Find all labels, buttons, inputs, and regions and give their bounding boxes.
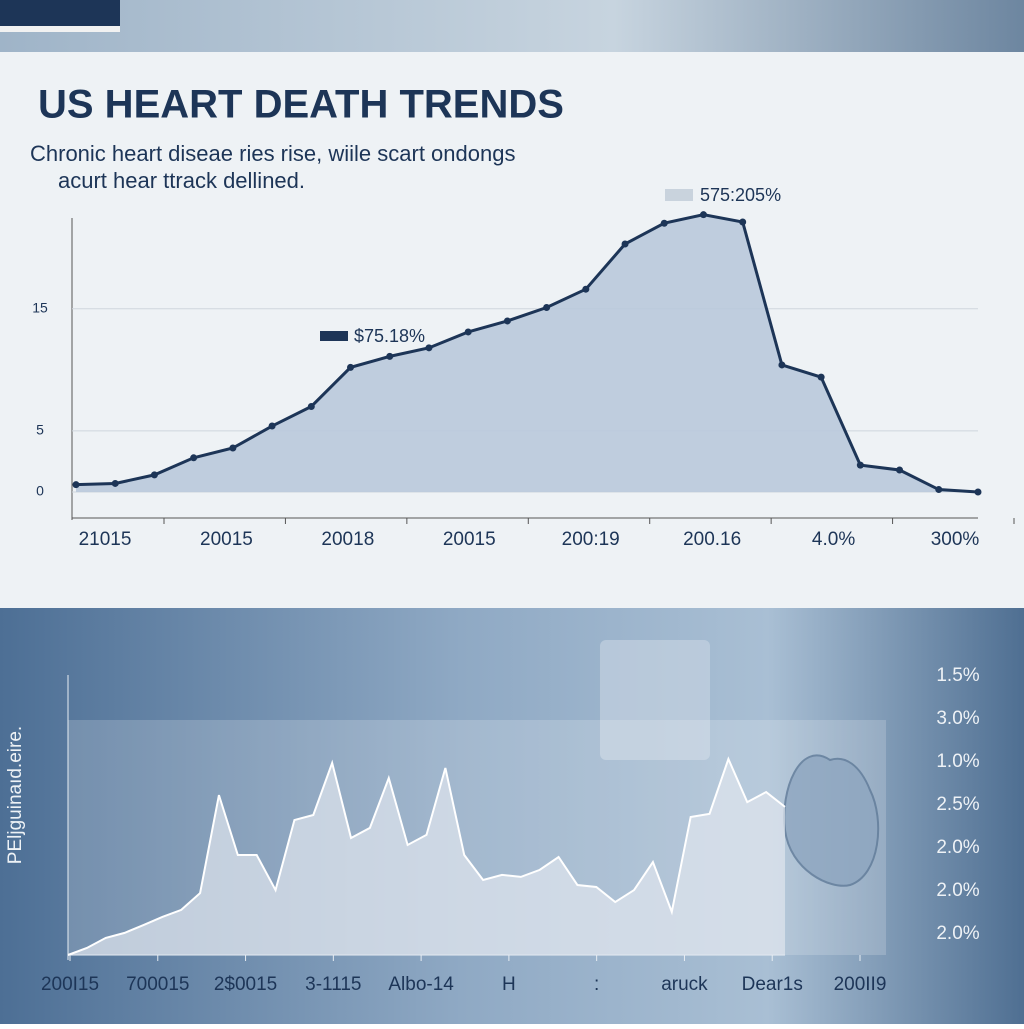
badge: [600, 640, 710, 760]
area: [76, 214, 978, 492]
x-tick-label: 200:19: [562, 529, 620, 550]
x-tick-label: 200I15: [41, 974, 99, 995]
right-label: 1.5%: [936, 665, 979, 686]
x-tick-label: Dear1s: [742, 974, 803, 995]
line: [67, 756, 786, 956]
point: [660, 219, 668, 227]
x-tick-label: Albo-14: [388, 974, 454, 995]
subtitle: acurt hear ttrack dellined.: [58, 168, 305, 193]
flag-stripe: [0, 26, 120, 32]
x-tick-label: 700015: [126, 974, 189, 995]
annotation: $75.18%: [354, 326, 425, 346]
point: [974, 488, 982, 496]
x-tick-label: 21015: [79, 529, 132, 550]
x-tick-label: 4.0%: [812, 529, 855, 550]
annotation: 575:205%: [700, 185, 781, 205]
point: [739, 218, 747, 226]
title: US HEART DEATH TRENDS: [38, 83, 564, 127]
heart-icon: [783, 754, 880, 887]
point: [543, 304, 551, 312]
point: [190, 454, 198, 462]
x-tick-label: 300%: [931, 529, 980, 550]
point: [386, 352, 394, 360]
x-tick-label: 200.16: [683, 529, 741, 550]
x-tick-label: aruck: [661, 974, 708, 995]
y-axis-label: PEljguinaıd.eire.: [5, 726, 26, 864]
point: [229, 444, 237, 452]
area: [68, 759, 785, 955]
x-tick-label: 3-1115: [305, 974, 361, 995]
right-label: 1.0%: [936, 751, 979, 772]
right-label: 2.0%: [936, 880, 979, 901]
point: [72, 481, 80, 489]
point: [582, 285, 590, 293]
y-tick-label: 5: [36, 422, 44, 438]
line: [75, 213, 979, 494]
x-tick-label: 200II9: [834, 974, 887, 995]
point: [464, 328, 472, 336]
right-label: 2.0%: [936, 923, 979, 944]
annotation-marker: [665, 189, 693, 201]
point: [935, 486, 943, 494]
point: [268, 422, 276, 430]
point: [111, 479, 119, 487]
header-background: [0, 0, 1024, 52]
right-label: 2.0%: [936, 837, 979, 858]
subtitle: Chronic heart diseae ries rise, wiile sc…: [30, 141, 515, 166]
point: [778, 361, 786, 369]
x-tick-label: :: [594, 974, 599, 995]
point: [817, 373, 825, 381]
chart-bottom: 200I15 700015 2$0015 3-1115 Albo-14 H: aruck De…: [5, 665, 980, 995]
point: [896, 466, 904, 474]
point: [503, 317, 511, 325]
point: [856, 461, 864, 469]
point: [425, 344, 433, 352]
x-tick-label: 20018: [321, 529, 374, 550]
x-tick-label: 20015: [443, 529, 496, 550]
point: [347, 363, 355, 371]
point: [699, 211, 707, 219]
point: [621, 240, 629, 248]
point: [307, 402, 315, 410]
chart-top: 0 5 15 21015 20015 20018 20015 200:19 200.16 4.0%…: [32, 185, 1015, 550]
y-tick-label: 15: [32, 299, 48, 315]
x-tick-label: 20015: [200, 529, 253, 550]
right-label: 3.0%: [936, 708, 979, 729]
y-tick-label: 0: [36, 483, 44, 499]
annotation-marker: [320, 331, 348, 341]
point: [150, 471, 158, 479]
x-tick-label: H: [502, 974, 516, 995]
x-tick-label: 2$0015: [214, 974, 277, 995]
right-label: 2.5%: [936, 794, 979, 815]
